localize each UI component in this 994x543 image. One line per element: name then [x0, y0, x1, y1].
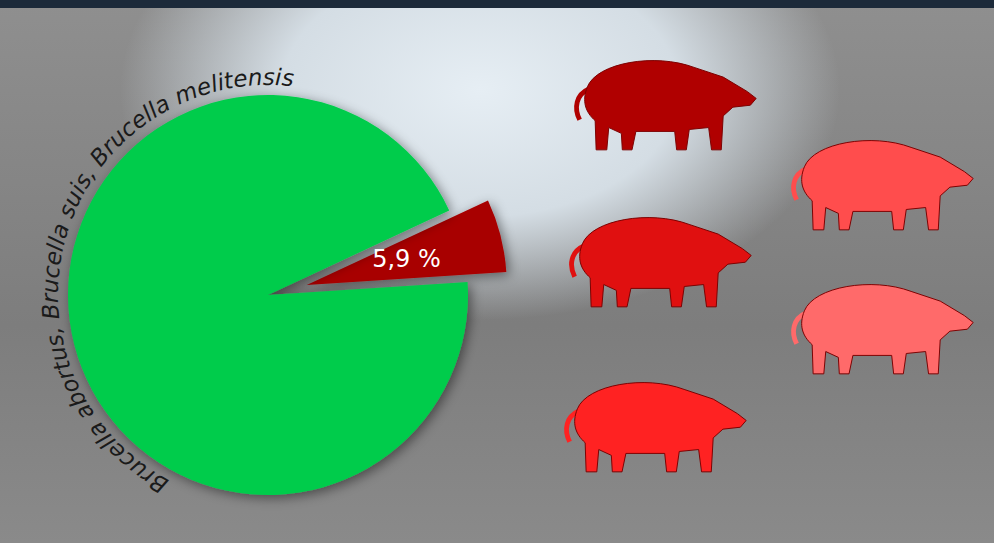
svg-text:5,9 %: 5,9 % [372, 245, 441, 273]
svg-text:Brucella abortus, Brucella sui: Brucella abortus, Brucella suis, Brucell… [37, 64, 295, 499]
